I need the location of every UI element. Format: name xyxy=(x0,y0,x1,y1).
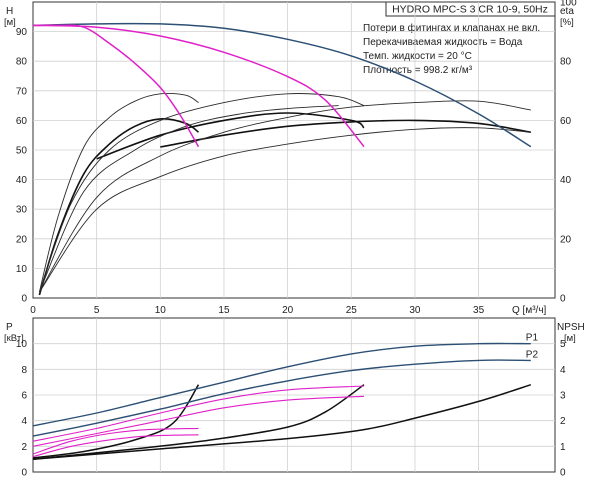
upper-x-axis-label: Q [м³/ч] xyxy=(512,305,547,316)
upper-x-tick-label: 15 xyxy=(218,305,230,316)
head-curve-3 xyxy=(32,24,200,148)
upper-y-tick-label: 0 xyxy=(21,294,27,305)
upper-y2-tick-label: 100 xyxy=(560,0,577,9)
upper-curves xyxy=(32,22,532,296)
power-curve-1 xyxy=(32,342,531,427)
upper-y-tick-label: 70 xyxy=(16,86,28,97)
upper-y2-tick-label: 80 xyxy=(560,57,572,68)
note-line-3: Темп. жидкости = 20 °C xyxy=(363,51,472,62)
upper-y-axis-label-unit: [м] xyxy=(4,17,16,28)
lower-y2-tick-label: 5 xyxy=(560,339,566,350)
upper-y-tick-label: 40 xyxy=(16,175,28,186)
note-line-4: Плотность = 998.2 кг/м³ xyxy=(363,65,473,76)
lower-y-tick-label: 2 xyxy=(21,442,27,453)
lower-grid xyxy=(33,318,555,472)
upper-y2-tick-label: 20 xyxy=(560,234,572,245)
upper-x-tick-label: 10 xyxy=(155,305,167,316)
lower-y-tick-label: 0 xyxy=(21,468,27,479)
efficiency-curve-6 xyxy=(38,105,339,293)
upper-y-tick-label: 30 xyxy=(16,205,28,216)
efficiency-curve-3 xyxy=(160,119,531,148)
power-series-label-p1: P1 xyxy=(526,333,539,344)
upper-y2-tick-label: 60 xyxy=(560,116,572,127)
lower-y-tick-label: 10 xyxy=(16,339,28,350)
efficiency-curve-8 xyxy=(39,127,531,293)
lower-y2-tick-label: 1 xyxy=(560,442,566,453)
upper-x-tick-label: 5 xyxy=(94,305,100,316)
power-curve-2 xyxy=(32,359,531,437)
lower-y2-tick-label: 4 xyxy=(560,365,566,376)
note-line-2: Перекачиваемая жидкость = Вода xyxy=(363,37,523,48)
upper-grid xyxy=(33,2,555,298)
lower-y-axis-label-unit: [кВт] xyxy=(4,333,24,344)
efficiency-curve-4 xyxy=(38,92,199,293)
upper-y-tick-label: 90 xyxy=(16,27,28,38)
upper-x-tick-label: 20 xyxy=(282,305,294,316)
efficiency-curve-2 xyxy=(96,112,365,160)
lower-y2-tick-label: 2 xyxy=(560,416,566,427)
upper-x-tick-label: 35 xyxy=(473,305,485,316)
lower-y2-tick-label: 3 xyxy=(560,391,566,402)
efficiency-curve-7 xyxy=(39,100,531,293)
upper-y-tick-label: 20 xyxy=(16,234,28,245)
lower-tick-labels: 0 2 4 6 8 10 0 1 2 3 4 5 xyxy=(16,339,566,478)
efficiency-curve-1 xyxy=(38,118,199,296)
power-curve-6 xyxy=(32,434,199,458)
lower-y-axis-label-p: P xyxy=(6,322,13,333)
power-curve-4 xyxy=(32,395,365,447)
power-curve-3 xyxy=(32,385,365,442)
npsh-curve-3 xyxy=(32,383,532,460)
lower-y-tick-label: 6 xyxy=(21,391,27,402)
upper-tick-labels: 0 5 10 15 20 25 30 35 0 10 20 30 40 50 60 70 80 90 0 20 40 60… xyxy=(16,0,577,316)
power-curve-5 xyxy=(32,427,199,455)
head-curve-2 xyxy=(32,24,365,148)
note-line-1: Потери в фитингах и клапанах не вкл. xyxy=(363,22,540,34)
power-series-label-p2: P2 xyxy=(526,349,539,360)
lower-y2-tick-label: 0 xyxy=(560,468,566,479)
upper-x-tick-label: 30 xyxy=(409,305,421,316)
upper-y2-tick-label: 40 xyxy=(560,175,572,186)
upper-x-tick-label: 0 xyxy=(30,305,36,316)
upper-y-tick-label: 50 xyxy=(16,146,28,157)
upper-y-tick-label: 10 xyxy=(16,264,28,275)
upper-y2-tick-label: 0 xyxy=(560,294,566,305)
upper-x-tick-label: 25 xyxy=(346,305,358,316)
upper-y-tick-label: 60 xyxy=(16,116,28,127)
upper-y-axis-label-h: H xyxy=(6,6,13,17)
upper-y-tick-label: 80 xyxy=(16,57,28,68)
upper-y2-axis-label-eta: eta xyxy=(560,6,574,17)
title-box xyxy=(385,1,556,17)
lower-y2-axis-label-unit: [м] xyxy=(564,333,576,344)
efficiency-curve-5 xyxy=(38,93,365,293)
lower-y-tick-label: 8 xyxy=(21,365,27,376)
npsh-curve-2 xyxy=(32,384,365,460)
upper-y2-axis-label-unit: [%] xyxy=(560,17,574,28)
npsh-curve-1 xyxy=(32,384,200,459)
lower-y2-axis-label-npsh: NPSH xyxy=(557,322,585,333)
chart-title: HYDRO MPC-S 3 CR 10-9, 50Hz xyxy=(392,4,548,16)
head-curve-1 xyxy=(32,22,532,148)
lower-y-tick-label: 4 xyxy=(21,416,27,427)
